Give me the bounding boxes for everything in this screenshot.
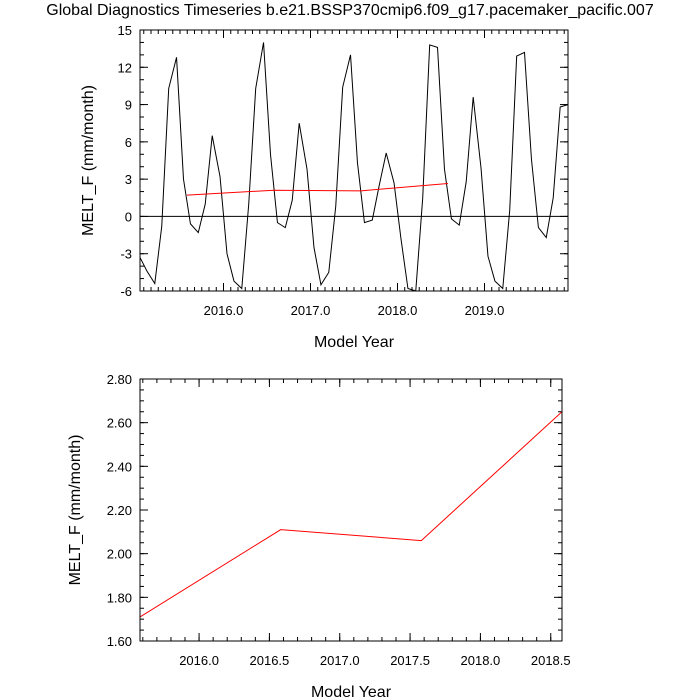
annual-mean-series-line <box>186 182 448 196</box>
plot-frame <box>139 378 563 642</box>
y-axis-title: MELT_F (mm/month) <box>67 435 84 586</box>
x-tick-label: 2018.5 <box>531 653 571 668</box>
annual-mean-series-line <box>140 411 562 618</box>
x-tick-label: 2018.0 <box>461 653 501 668</box>
x-tick-label: 2017.5 <box>390 653 430 668</box>
monthly-series-line <box>140 42 568 291</box>
y-tick-label: 9 <box>125 98 132 113</box>
x-tick-label: 2016.0 <box>179 653 219 668</box>
x-tick-label: 2019.0 <box>465 303 505 318</box>
y-tick-label: -6 <box>120 284 132 299</box>
x-tick-label: 2017.0 <box>320 653 360 668</box>
y-tick-label: 2.20 <box>107 503 132 518</box>
y-tick-label: 1.80 <box>107 590 132 605</box>
figure-title: Global Diagnostics Timeseries b.e21.BSSP… <box>46 2 654 19</box>
plot-frame <box>139 29 569 292</box>
y-tick-label: -3 <box>120 247 132 262</box>
x-tick-label: 2018.0 <box>378 303 418 318</box>
y-tick-label: 2.80 <box>107 372 132 387</box>
y-tick-label: 2.00 <box>107 547 132 562</box>
y-tick-label: 1.60 <box>107 634 132 649</box>
y-tick-label: 3 <box>125 172 132 187</box>
x-tick-label: 2016.0 <box>204 303 244 318</box>
y-tick-label: 0 <box>125 209 132 224</box>
y-tick-label: 12 <box>118 60 132 75</box>
y-tick-label: 6 <box>125 135 132 150</box>
x-tick-label: 2017.0 <box>291 303 331 318</box>
y-tick-label: 2.40 <box>107 459 132 474</box>
x-tick-label: 2016.5 <box>250 653 290 668</box>
x-axis-title: Model Year <box>311 684 392 700</box>
x-axis-title: Model Year <box>314 334 395 351</box>
y-axis-title: MELT_F (mm/month) <box>80 85 97 236</box>
y-tick-label: 15 <box>118 23 132 38</box>
y-tick-label: 2.60 <box>107 416 132 431</box>
